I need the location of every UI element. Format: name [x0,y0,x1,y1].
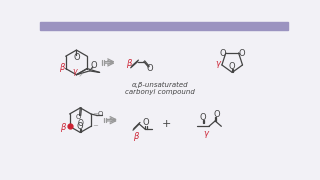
Text: O: O [238,49,245,58]
Text: O: O [77,122,84,131]
Text: β: β [60,123,65,132]
Text: O: O [229,62,236,71]
Text: O: O [220,49,226,58]
Text: γ: γ [215,59,220,68]
Text: O: O [142,118,149,127]
Text: O: O [90,61,97,70]
Text: ~: ~ [77,71,85,79]
Text: α,β-unsaturated
carbonyl compound: α,β-unsaturated carbonyl compound [125,82,195,95]
Text: O: O [199,112,206,122]
Bar [40,22,288,30]
Text: β: β [133,132,139,141]
Text: O: O [98,111,103,117]
Text: O: O [76,114,81,120]
Text: O: O [147,64,153,73]
Text: O: O [73,53,80,62]
Text: O: O [213,110,220,119]
Text: β: β [59,62,65,71]
Text: ~: ~ [92,111,98,117]
Text: ~: ~ [88,64,96,73]
Text: β: β [126,59,131,68]
Text: γ: γ [203,129,208,138]
Text: O: O [77,119,83,128]
Text: γ: γ [73,67,77,76]
Text: ~: ~ [92,123,98,129]
Text: +: + [162,119,171,129]
